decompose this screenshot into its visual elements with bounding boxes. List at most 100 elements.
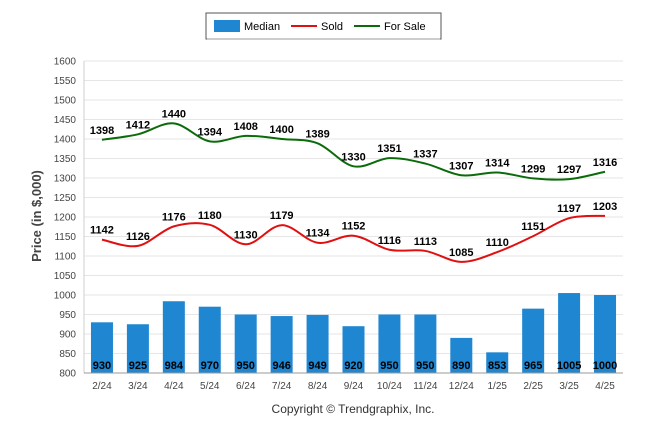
x-tick-label: 3/25 [559,381,579,392]
for-sale-data-label: 1316 [593,157,617,169]
x-tick-label: 12/24 [449,381,474,392]
median-bar [378,314,401,373]
median-bar [306,314,329,373]
for-sale-data-label: 1440 [162,108,186,120]
sold-data-label: 1085 [449,247,473,259]
y-tick-label: 1600 [54,57,77,68]
x-tick-label: 10/24 [377,381,402,392]
median-data-label: 930 [93,360,111,372]
legend-label-median: Median [244,21,280,33]
legend: Median Sold For Sale [205,12,442,40]
legend-swatch-median [214,20,240,32]
for-sale-data-label: 1400 [269,124,293,136]
median-bar [198,306,221,373]
y-tick-label: 1400 [54,135,77,146]
x-tick-label: 4/25 [595,381,615,392]
sold-data-label: 1130 [234,229,258,241]
median-bar [558,293,581,373]
axes: 800 850 900 950 1000 1050 1100 1150 1200 1250 1300… [54,57,623,392]
sold-data-label: 1151 [521,221,545,233]
median-data-label: 950 [380,360,398,372]
x-tick-label: 2/24 [92,381,112,392]
median-bar [594,295,617,373]
median-data-label: 965 [524,360,542,372]
for-sale-data-label: 1297 [557,164,581,176]
median-data-label: 1005 [557,360,581,372]
series-lines [101,122,606,263]
x-tick-label: 6/24 [236,381,256,392]
for-sale-data-label: 1330 [341,151,365,163]
y-tick-label: 1300 [54,174,77,185]
median-bar [90,322,113,373]
y-tick-label: 1050 [54,271,77,282]
sold-data-label: 1134 [306,228,331,240]
x-tick-label: 5/24 [200,381,220,392]
for-sale-data-label: 1412 [126,119,150,131]
y-tick-label: 1450 [54,115,77,126]
median-bar [126,324,149,373]
y-tick-label: 1100 [54,252,76,263]
median-data-label: 949 [308,360,326,372]
y-tick-label: 1250 [54,193,77,204]
median-bar [342,326,365,373]
sold-data-label: 1179 [270,210,294,222]
for-sale-data-label: 1394 [198,126,223,138]
y-tick-label: 1500 [54,96,77,107]
median-data-label: 853 [488,360,506,372]
for-sale-data-label: 1398 [90,125,114,137]
x-tick-label: 11/24 [413,381,438,392]
median-bar [450,337,473,373]
sold-data-label: 1176 [162,211,186,223]
legend-box [205,12,442,40]
median-data-label: 984 [165,360,184,372]
sold-data-label: 1152 [342,221,366,233]
sold-data-label: 1116 [378,235,401,247]
for-sale-data-label: 1389 [305,128,329,140]
y-tick-label: 1550 [54,76,77,87]
sold-data-label: 1126 [126,231,150,243]
y-axis-label: Price (in $,000) [29,170,44,262]
data-labels: 930 925 984 970 950 946 949 920 950 950 890 853 965 1… [90,108,618,372]
median-data-label: 946 [272,360,290,372]
x-tick-label: 4/24 [164,381,184,392]
sold-data-label: 1180 [198,210,222,222]
sold-data-label: 1142 [90,225,114,237]
for-sale-data-label: 1307 [449,160,473,172]
y-tick-label: 900 [59,330,76,341]
y-tick-label: 1000 [54,291,77,302]
for-sale-data-label: 1351 [377,143,401,155]
x-tick-label: 2/25 [523,381,543,392]
median-bar [486,352,509,373]
median-data-label: 925 [129,360,147,372]
for-sale-data-label: 1299 [521,163,545,175]
median-bar [234,314,257,373]
y-tick-label: 1200 [54,213,77,224]
x-tick-label: 9/24 [344,381,364,392]
median-data-label: 1000 [593,360,617,372]
median-data-label: 920 [344,360,362,372]
median-data-label: 970 [201,360,219,372]
sold-line [101,214,606,263]
x-tick-label: 3/24 [128,381,148,392]
for-sale-data-label: 1314 [485,158,510,170]
median-bar [522,308,545,373]
median-bar [414,314,437,373]
y-tick-label: 1350 [54,154,77,165]
legend-label-for-sale: For Sale [384,21,426,33]
sold-data-label: 1203 [593,201,617,213]
copyright: Copyright © Trendgraphix, Inc. [272,402,435,416]
median-bar [270,316,293,373]
x-tick-label: 7/24 [272,381,292,392]
sold-data-label: 1113 [414,236,437,248]
for-sale-data-label: 1337 [413,149,437,161]
y-tick-label: 950 [59,310,76,321]
sold-data-label: 1110 [486,237,509,249]
y-tick-label: 800 [59,369,76,380]
median-data-label: 890 [452,360,470,372]
y-tick-label: 850 [59,349,76,360]
sold-data-label: 1197 [557,203,581,215]
median-bar [162,301,185,373]
median-data-label: 950 [416,360,434,372]
median-bars [90,293,617,373]
